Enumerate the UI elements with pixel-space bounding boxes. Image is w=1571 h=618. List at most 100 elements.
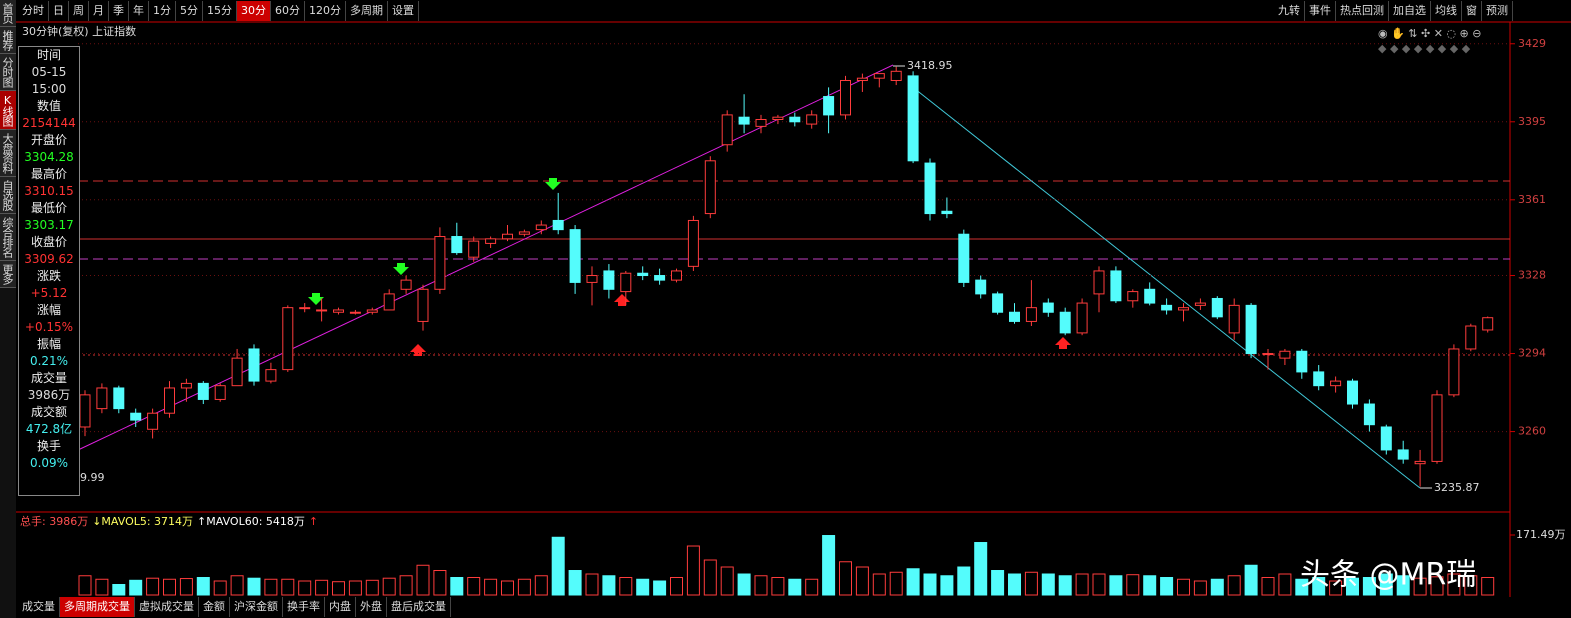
- candle-body: [1482, 317, 1494, 331]
- period-button[interactable]: 1分: [149, 1, 176, 21]
- info-label: 振幅: [36, 337, 61, 351]
- sidebar-tab[interactable]: K线图: [0, 91, 16, 130]
- candle-body: [704, 160, 716, 215]
- candle-body: [1330, 380, 1342, 387]
- info-value: +5.12: [30, 286, 68, 300]
- indicator-tab[interactable]: 沪深金额: [230, 597, 283, 617]
- tool-icon[interactable]: ◉ ✋ ⇅ ✣ ✕ ◌ ⊕ ⊖: [1378, 27, 1481, 40]
- tool-button[interactable]: 九转: [1274, 1, 1305, 21]
- volume-bar: [365, 579, 379, 596]
- candle-body: [349, 311, 361, 314]
- candle-body: [1296, 350, 1308, 373]
- indicator-tab[interactable]: 多周期成交量: [60, 597, 135, 617]
- volume-bar: [1143, 575, 1157, 596]
- sidebar-tab[interactable]: 分时图: [0, 54, 16, 91]
- volume-bar: [1430, 576, 1444, 596]
- volume-bar: [517, 578, 531, 596]
- tool-button[interactable]: 窗: [1462, 1, 1482, 21]
- candle-body: [755, 118, 767, 127]
- candle-body: [721, 114, 733, 146]
- period-button[interactable]: 5分: [176, 1, 203, 21]
- sidebar-tab[interactable]: 大盘资料: [0, 130, 16, 177]
- candle-body: [1448, 348, 1460, 396]
- volume-bar: [1396, 575, 1410, 596]
- tool-button[interactable]: 事件: [1305, 1, 1336, 21]
- period-button[interactable]: 年: [129, 1, 149, 21]
- volume-bar: [1481, 577, 1495, 596]
- volume-bar: [264, 578, 278, 596]
- y-tick-label: 3429: [1518, 37, 1546, 50]
- candle-body: [366, 309, 378, 313]
- volume-bar: [230, 575, 244, 596]
- period-button[interactable]: 30分: [237, 1, 271, 21]
- volume-bar: [805, 578, 819, 596]
- volume-bar: [906, 568, 920, 596]
- info-value: 0.09%: [29, 456, 69, 470]
- volume-bar: [484, 578, 498, 596]
- volume-bar: [974, 542, 988, 596]
- indicator-tab[interactable]: 换手率: [283, 597, 325, 617]
- candle-body: [231, 357, 243, 387]
- candle-body: [1313, 371, 1325, 387]
- indicator-tab[interactable]: 外盘: [356, 597, 387, 617]
- sidebar-tab[interactable]: 更多: [0, 261, 16, 288]
- volume-bar: [1278, 573, 1292, 596]
- sidebar-tab[interactable]: 综合排名: [0, 214, 16, 261]
- volume-bar: [822, 535, 836, 596]
- candle-body: [1025, 307, 1037, 322]
- period-button[interactable]: 15分: [203, 1, 237, 21]
- period-button[interactable]: 设置: [388, 1, 419, 21]
- tool-button[interactable]: 预测: [1482, 1, 1513, 21]
- sidebar-tab[interactable]: 自选股: [0, 177, 16, 214]
- period-button[interactable]: 分时: [18, 1, 49, 21]
- candle-body: [975, 279, 987, 295]
- indicator-tab[interactable]: 盘后成交量: [387, 597, 451, 617]
- volume-bar: [1244, 564, 1258, 596]
- candle-body: [299, 307, 311, 310]
- period-button[interactable]: 月: [89, 1, 109, 21]
- tool-button[interactable]: 加自选: [1389, 1, 1431, 21]
- volume-bar: [602, 575, 616, 596]
- tool-button[interactable]: 热点回测: [1336, 1, 1389, 21]
- indicator-tab[interactable]: 成交量: [18, 597, 60, 617]
- volume-bar: [298, 580, 312, 596]
- background: [16, 22, 1571, 597]
- low-label: 3235.87: [1434, 481, 1480, 494]
- candle-body: [1228, 304, 1240, 334]
- volume-bar: [771, 577, 785, 596]
- period-button[interactable]: 120分: [305, 1, 346, 21]
- indicator-tab[interactable]: 虚拟成交量: [135, 597, 199, 617]
- candle-body: [485, 238, 497, 244]
- candle-body: [265, 369, 277, 382]
- period-button[interactable]: 周: [69, 1, 89, 21]
- volume-bar: [788, 578, 802, 596]
- info-label: 成交量: [30, 371, 67, 385]
- indicator-tab[interactable]: 内盘: [325, 597, 356, 617]
- tool-icon[interactable]: ◆ ◆ ◆ ◆ ◆ ◆ ◆ ◆: [1378, 42, 1471, 55]
- period-button[interactable]: 日: [49, 1, 69, 21]
- period-button[interactable]: 60分: [271, 1, 305, 21]
- volume-bar: [1464, 575, 1478, 596]
- tool-button[interactable]: 均线: [1431, 1, 1462, 21]
- tool-icons: ◉ ✋ ⇅ ✣ ✕ ◌ ⊕ ⊖ ◆ ◆ ◆ ◆ ◆ ◆ ◆ ◆: [1378, 27, 1481, 55]
- volume-bar: [636, 578, 650, 596]
- y-tick-label: 3328: [1518, 269, 1546, 282]
- period-button[interactable]: 季: [109, 1, 129, 21]
- candle-body: [1093, 270, 1105, 295]
- volume-bar: [703, 559, 717, 596]
- volume-bar: [585, 573, 599, 596]
- indicator-tab[interactable]: 金额: [199, 597, 230, 617]
- candle-body: [1076, 302, 1088, 334]
- candle-body: [1397, 449, 1409, 460]
- sell-signal: [393, 263, 409, 275]
- volume-bar: [872, 573, 886, 596]
- volume-bar: [1177, 578, 1190, 596]
- sidebar-tab[interactable]: 首页: [0, 0, 16, 27]
- candle-body: [1279, 350, 1291, 359]
- volume-bar: [213, 580, 227, 596]
- candle-body: [434, 236, 446, 290]
- sidebar-tab[interactable]: 推荐: [0, 27, 16, 54]
- volume-bar: [1075, 573, 1089, 596]
- period-button[interactable]: 多周期: [346, 1, 388, 21]
- info-value: 15:00: [31, 82, 67, 96]
